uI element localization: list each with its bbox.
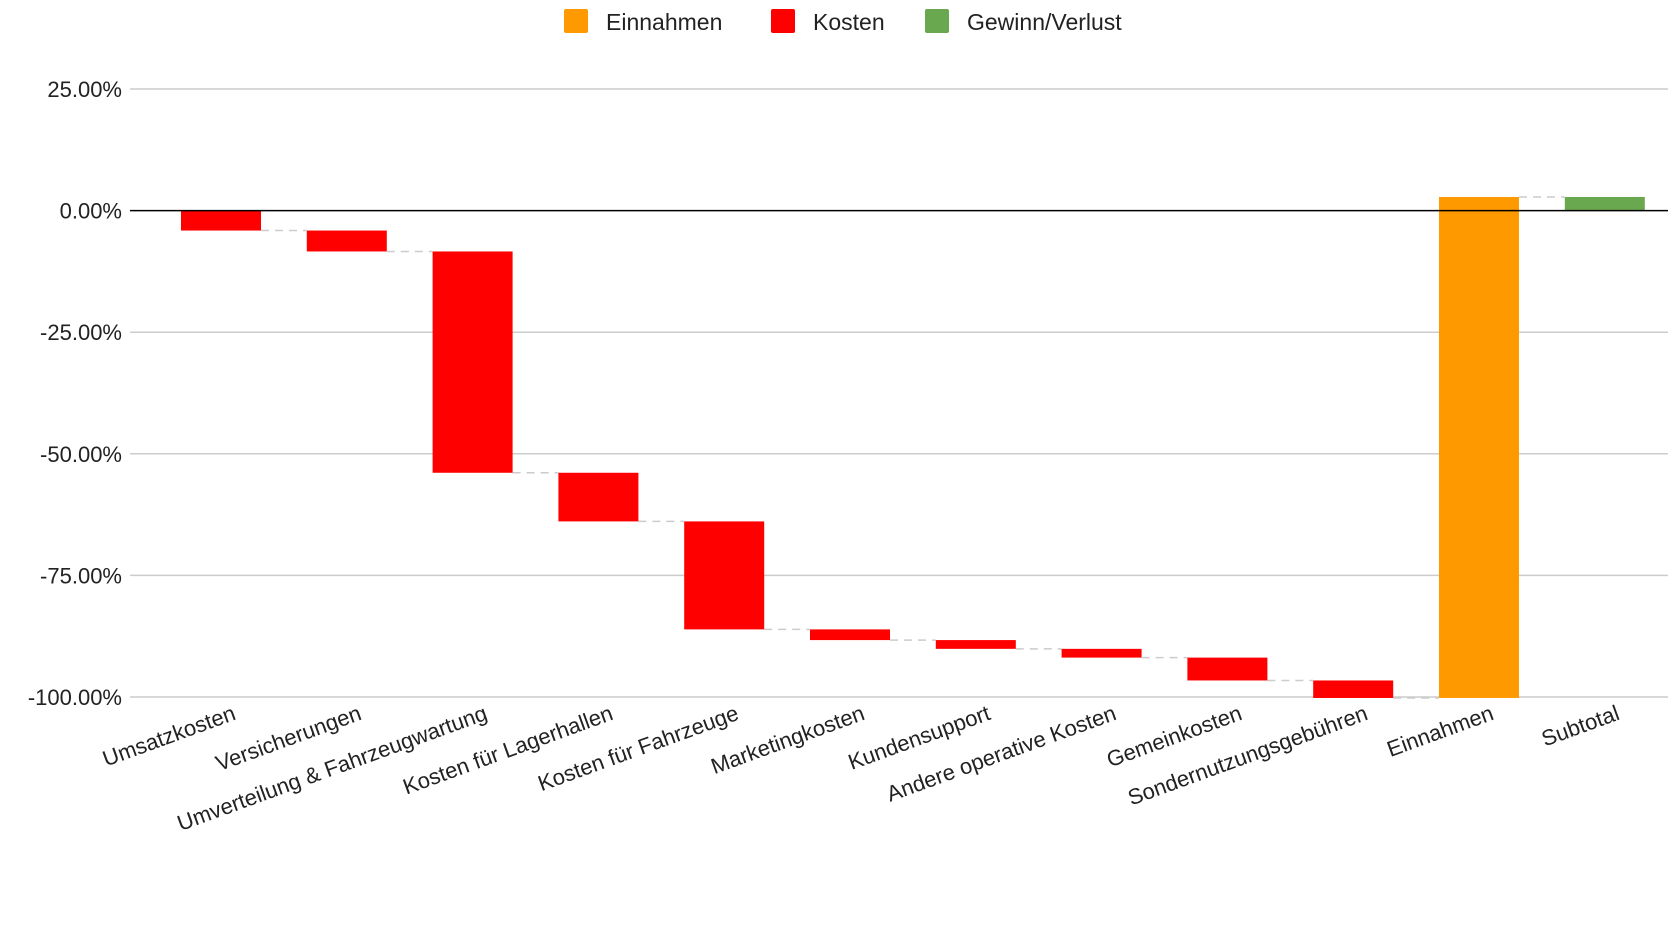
connector-lines (261, 196, 1565, 699)
legend-swatch (925, 9, 949, 33)
y-tick-label: 0.00% (60, 199, 122, 224)
bar-kosten-fuer-fahrzeuge (684, 521, 765, 630)
y-tick-label: -75.00% (40, 563, 122, 588)
bar-andere-operative-kosten (1061, 648, 1142, 658)
y-tick-label: -100.00% (28, 685, 122, 710)
legend-swatch (771, 9, 795, 33)
x-category-label: Kosten für Lagerhallen (400, 700, 617, 799)
x-category-label: Sondernutzungsgebühren (1124, 700, 1370, 810)
x-category-label: Andere operative Kosten (883, 700, 1119, 806)
legend-label: Kosten (813, 9, 885, 35)
x-category-label: Subtotal (1538, 700, 1622, 751)
legend: Einnahmen Kosten Gewinn/Verlust (564, 9, 1122, 35)
bar-kundensupport (935, 640, 1016, 649)
y-tick-label: -50.00% (40, 442, 122, 467)
bar-marketingkosten (810, 629, 890, 641)
legend-label: Einnahmen (606, 9, 722, 35)
y-tick-label: 25.00% (47, 77, 122, 102)
bar-kosten-fuer-lagerhallen (558, 472, 639, 522)
bar-einnahmen (1439, 196, 1519, 698)
bar-versicherungen (306, 230, 387, 252)
y-tick-label: -25.00% (40, 320, 122, 345)
x-category-label: Einnahmen (1384, 700, 1497, 762)
bar-sondernutzungsgebuehren (1313, 680, 1394, 698)
y-axis-tick-labels: 25.00% 0.00% -25.00% -50.00% -75.00% -100.00% (28, 77, 122, 710)
bar-gemeinkosten (1187, 657, 1268, 681)
bar-umverteilung-fahrzeugwartung (432, 251, 513, 473)
gridlines (130, 88, 1668, 698)
bars (181, 196, 1645, 698)
legend-label: Gewinn/Verlust (967, 9, 1122, 35)
legend-swatch (564, 9, 588, 33)
bar-umsatzkosten (181, 210, 261, 231)
bar-subtotal (1564, 196, 1645, 211)
